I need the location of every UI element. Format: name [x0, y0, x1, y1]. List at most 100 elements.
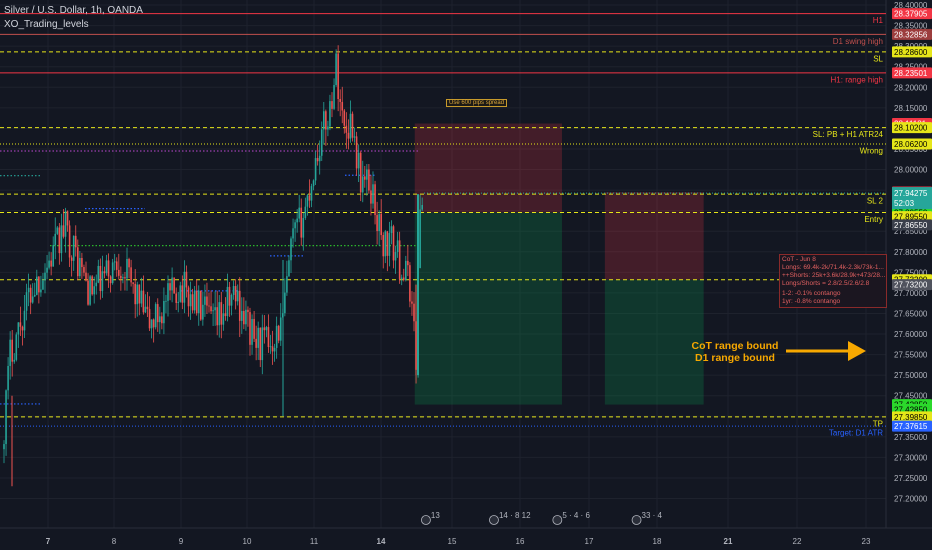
- candle-body: [15, 334, 18, 360]
- cot-line: Longs: 69.4k-2k/71.4k-2.3k/73k-1...: [782, 264, 884, 271]
- candle-body: [40, 289, 42, 293]
- symbol-title[interactable]: Silver / U.S. Dollar, 1h, OANDA: [4, 5, 143, 16]
- candle-body: [25, 292, 28, 311]
- candle-body: [11, 339, 13, 362]
- range-line-2: D1 range bound: [695, 352, 775, 364]
- candle-body: [355, 136, 358, 169]
- candle-body: [134, 283, 136, 305]
- cot-line: Longs/Shorts = 2.8/2.5/2.6/2.8: [782, 280, 870, 287]
- event-3[interactable]: 5 · 4 · 6: [552, 511, 591, 525]
- candle-body: [159, 316, 161, 323]
- tag-h1-range-high: 28.23501: [892, 67, 932, 79]
- candle-body: [390, 226, 393, 234]
- candle-body: [140, 290, 143, 304]
- level-label-sl: SL: [873, 54, 883, 63]
- candle-body: [273, 347, 276, 352]
- event-icon[interactable]: [421, 515, 431, 525]
- candle-body: [343, 110, 346, 126]
- candle-body: [89, 276, 91, 305]
- candle-body: [386, 231, 389, 256]
- candle-body: [325, 111, 327, 130]
- candle-body: [42, 280, 44, 290]
- event-icon[interactable]: [631, 515, 642, 525]
- price-tick-label: 27.25000: [894, 474, 928, 483]
- candle-body: [183, 271, 186, 303]
- cot-line: 1yr: -0.8% contango: [782, 298, 841, 305]
- candle-body: [146, 306, 149, 310]
- price-tag-text: 28.28600: [894, 48, 928, 57]
- candle-body: [277, 325, 280, 341]
- price-tag-bg: [892, 420, 932, 432]
- price-tag-text: 27.37615: [894, 422, 928, 431]
- candle-body: [232, 286, 235, 295]
- candle-body: [64, 211, 67, 237]
- candle-body: [210, 306, 212, 312]
- cot-line: CoT - Jun 8: [782, 256, 816, 263]
- time-axis[interactable]: 7 8 9 10 11 14 15 16 17 18 21 22 23: [46, 537, 871, 546]
- candle-body: [169, 283, 171, 291]
- candle-body: [54, 233, 57, 246]
- price-tag-text: 27.86550: [894, 221, 928, 230]
- candle-body: [138, 284, 141, 304]
- candle-body: [120, 275, 122, 279]
- candle-body: [337, 53, 339, 100]
- price-tick-label: 27.85000: [894, 227, 928, 236]
- price-tag-bg: [892, 46, 932, 58]
- level-label-sl2: SL 2: [867, 197, 884, 206]
- candle-body: [97, 265, 100, 283]
- candle-body: [152, 319, 155, 328]
- candle-body: [419, 209, 421, 269]
- candle-body: [384, 231, 387, 257]
- candle-body: [142, 290, 145, 313]
- stop-zone[interactable]: [414, 123, 562, 213]
- candle-body: [31, 296, 34, 303]
- candle-body: [130, 267, 132, 283]
- candle-body: [359, 152, 362, 193]
- target-zone[interactable]: [604, 279, 704, 405]
- event-4[interactable]: 33 · 4: [631, 511, 663, 525]
- event-1[interactable]: 13: [421, 511, 440, 525]
- candle-body: [421, 204, 423, 210]
- candle-body: [118, 269, 120, 276]
- event-icon[interactable]: [489, 515, 499, 525]
- candle-body: [226, 286, 229, 317]
- time-tick-label: 7: [46, 537, 51, 546]
- candle-body: [58, 227, 61, 254]
- stop-zone[interactable]: [604, 191, 704, 280]
- candle-body: [327, 126, 329, 130]
- candle-body: [382, 235, 385, 257]
- position-1[interactable]: [414, 123, 562, 405]
- candle-body: [136, 284, 139, 305]
- candle-body: [314, 158, 317, 181]
- price-tag-bg: [892, 8, 932, 20]
- candle-body: [66, 211, 69, 226]
- target-zone[interactable]: [414, 212, 562, 405]
- price-tag-bg: [892, 67, 932, 79]
- indicator-name[interactable]: XO_Trading_levels: [4, 19, 89, 30]
- candle-body: [111, 262, 114, 284]
- candle-body: [60, 225, 63, 254]
- position-2[interactable]: [604, 191, 704, 405]
- candle-body: [208, 305, 210, 307]
- tag-d1-swing: 28.32856: [892, 28, 932, 40]
- candle-body: [87, 280, 89, 305]
- candle-body: [331, 101, 333, 109]
- level-label-sl-pb: SL: PB + H1 ATR24: [813, 130, 884, 139]
- candle-body: [128, 258, 130, 268]
- price-tag-bg: [892, 411, 932, 423]
- candle-body: [91, 276, 93, 295]
- price-tick-label: 27.20000: [894, 495, 928, 504]
- price-tag-bg: [892, 279, 932, 291]
- candle-body: [216, 307, 218, 326]
- candle-body: [105, 260, 108, 274]
- price-tick-label: 27.80000: [894, 248, 928, 257]
- event-icon[interactable]: [552, 515, 563, 525]
- candle-body: [23, 310, 26, 331]
- candle-body: [148, 309, 151, 329]
- price-tick-label: 28.00000: [894, 166, 928, 175]
- price-tick-label: 27.45000: [894, 392, 928, 401]
- candle-body: [407, 260, 409, 266]
- cot-info-box: CoT - Jun 8 Longs: 69.4k-2k/71.4k-2.3k/7…: [779, 254, 887, 308]
- event-2[interactable]: 14 · 8 12: [489, 511, 531, 525]
